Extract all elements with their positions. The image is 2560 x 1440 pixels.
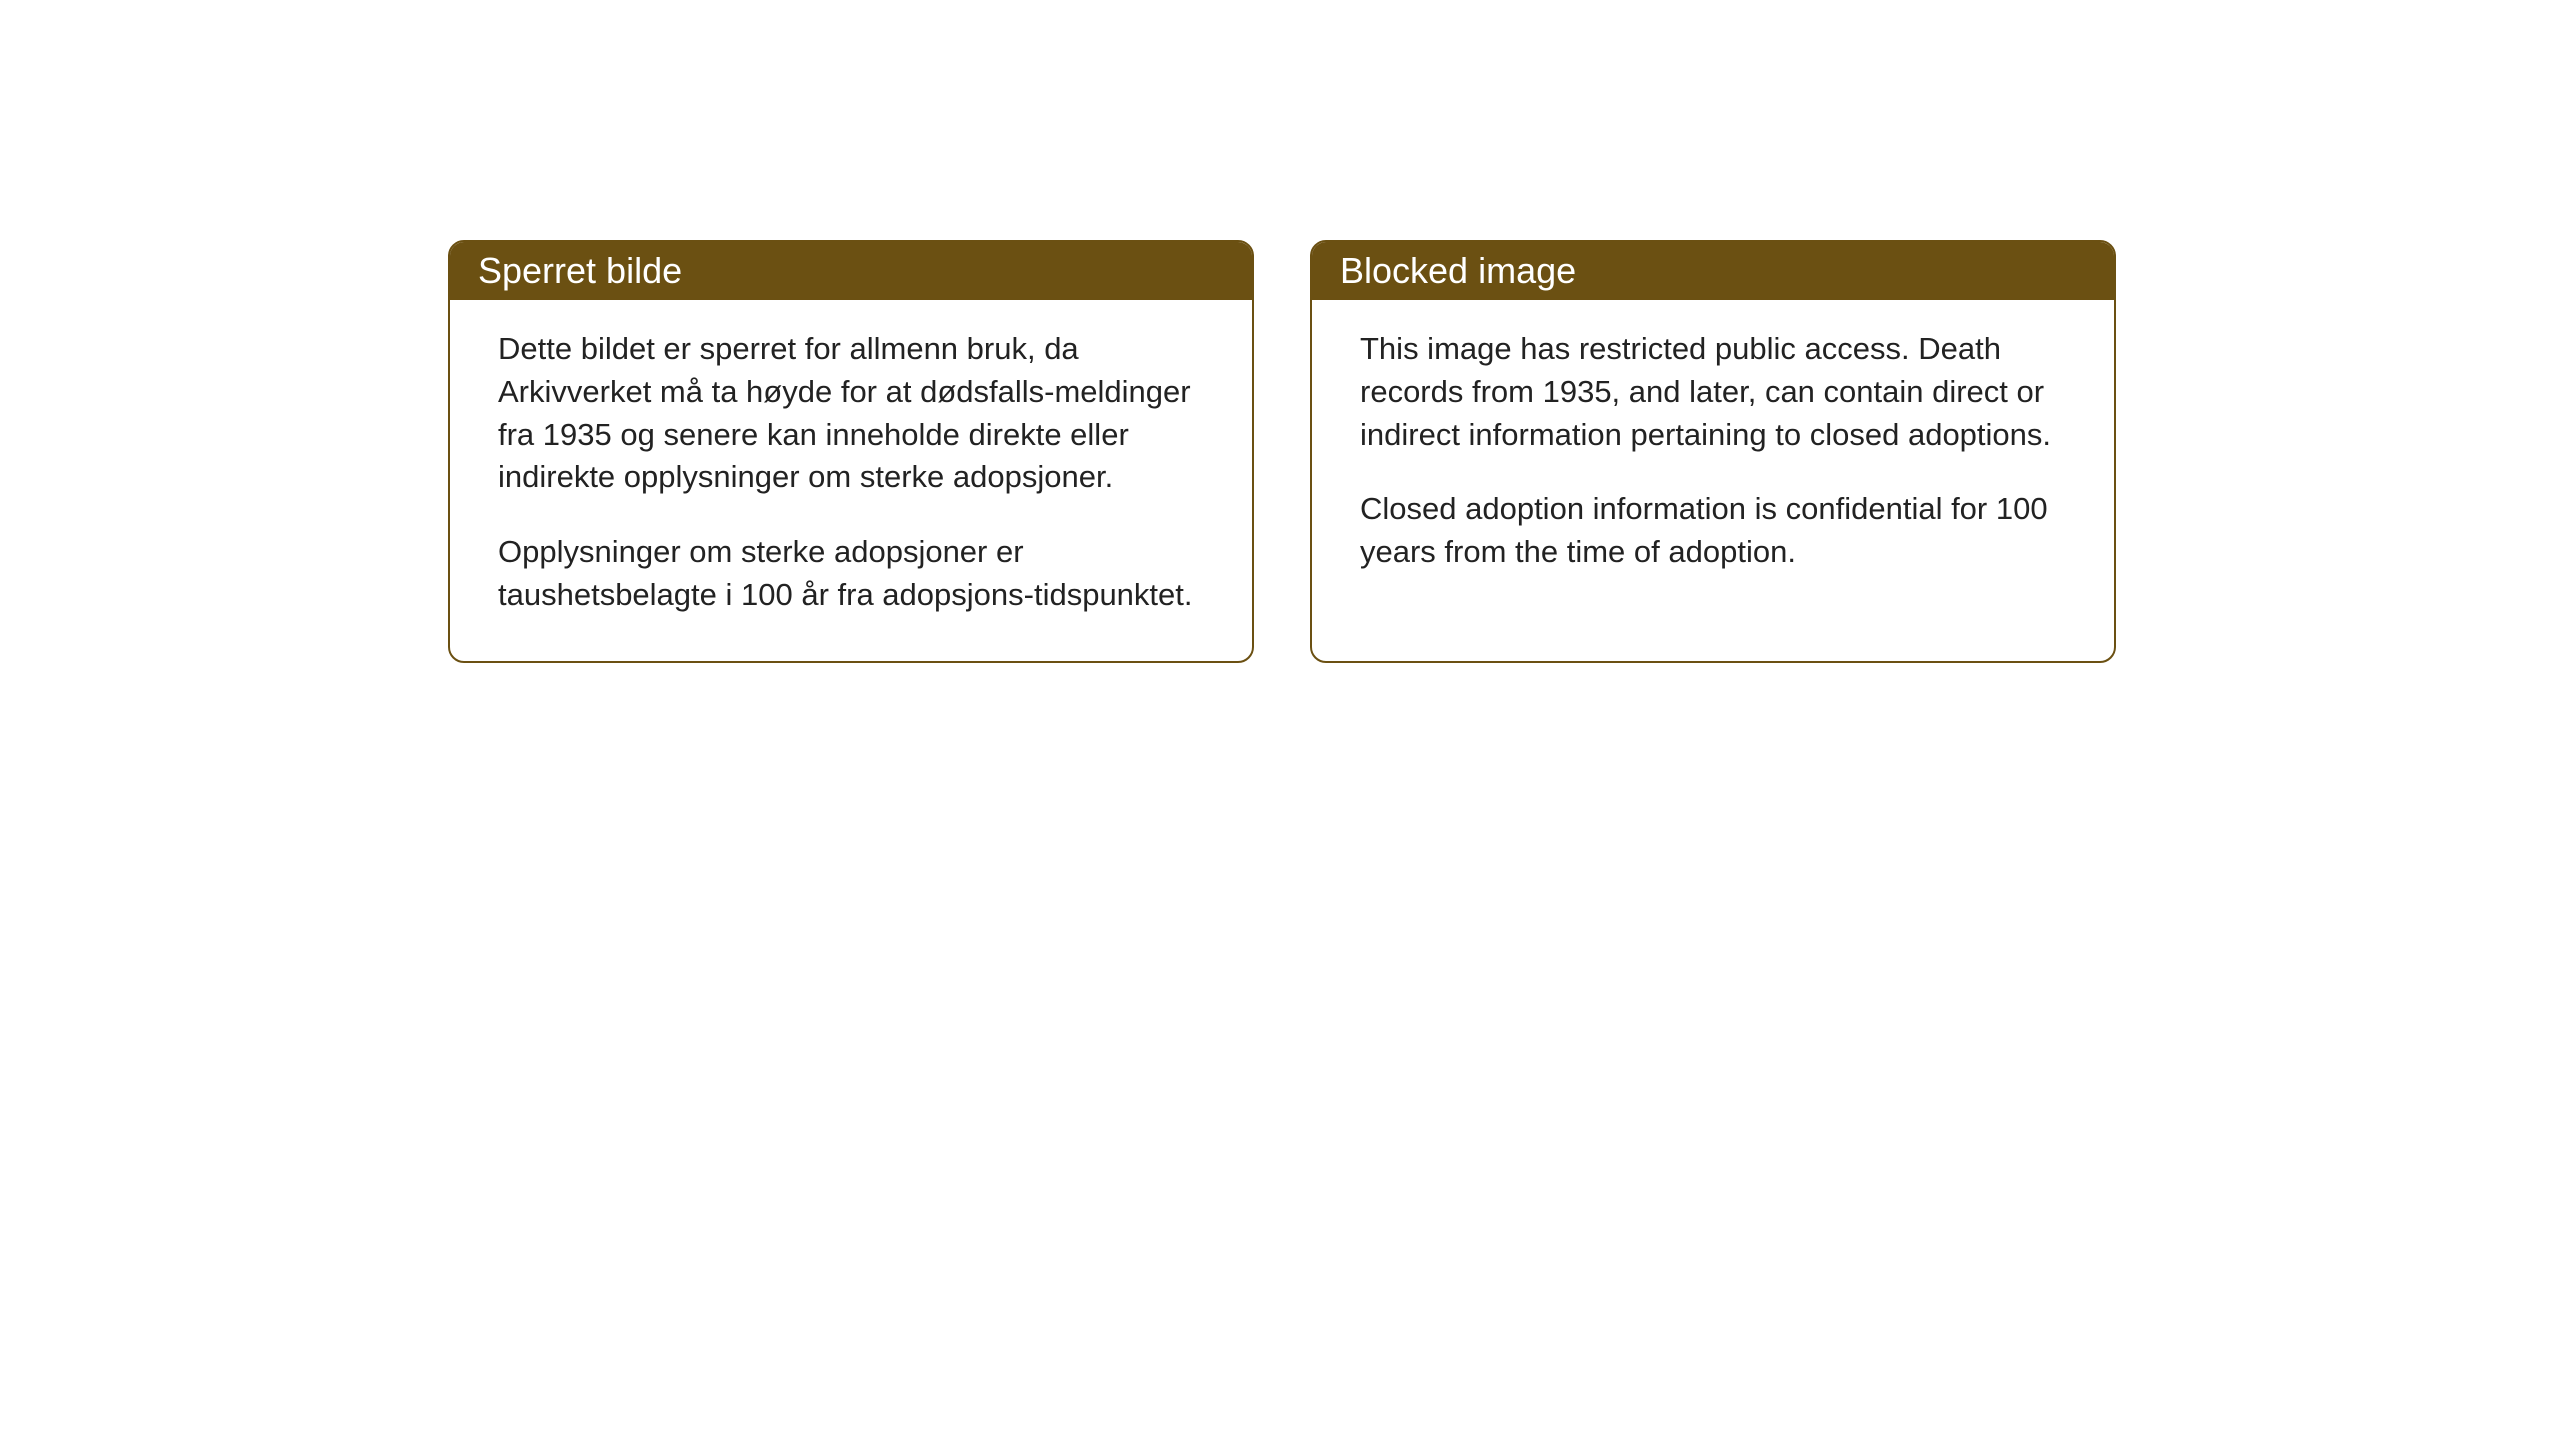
card-header-norwegian: Sperret bilde — [450, 242, 1252, 300]
notice-paragraph-1: Dette bildet er sperret for allmenn bruk… — [498, 328, 1204, 499]
notice-card-english: Blocked image This image has restricted … — [1310, 240, 2116, 663]
card-body-norwegian: Dette bildet er sperret for allmenn bruk… — [450, 300, 1252, 661]
notice-paragraph-2: Opplysninger om sterke adopsjoner er tau… — [498, 531, 1204, 617]
notice-container: Sperret bilde Dette bildet er sperret fo… — [448, 240, 2116, 663]
card-header-english: Blocked image — [1312, 242, 2114, 300]
card-body-english: This image has restricted public access.… — [1312, 300, 2114, 618]
card-title-norwegian: Sperret bilde — [478, 250, 682, 291]
notice-paragraph-1: This image has restricted public access.… — [1360, 328, 2066, 456]
notice-card-norwegian: Sperret bilde Dette bildet er sperret fo… — [448, 240, 1254, 663]
card-title-english: Blocked image — [1340, 250, 1576, 291]
notice-paragraph-2: Closed adoption information is confident… — [1360, 488, 2066, 574]
